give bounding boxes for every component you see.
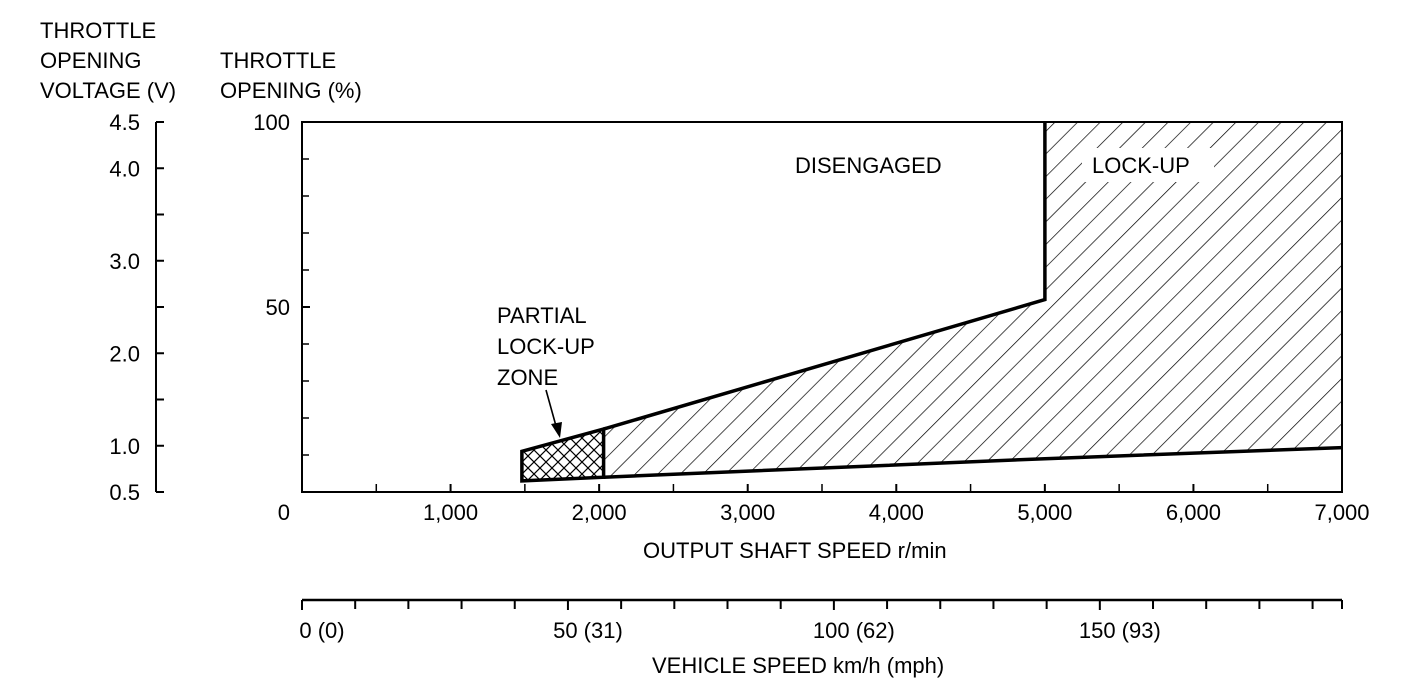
voltage-tick-label: 2.0 <box>109 341 140 366</box>
lockup-regions <box>520 122 1343 483</box>
vehicle-tick-label: 50 (31) <box>553 618 623 643</box>
partial-zone-arrowhead <box>551 422 562 438</box>
x-tick-label: 6,000 <box>1166 500 1221 525</box>
lockup-region <box>603 122 1342 478</box>
voltage-tick-label: 0.5 <box>109 480 140 505</box>
vehicle-speed-axis: 0 (0) 50 (31) 100 (62) 150 (93) <box>299 598 1343 643</box>
left-axis-title-line-3: VOLTAGE (V) <box>40 78 176 103</box>
y-tick-label: 100 <box>253 110 290 135</box>
left-axis-title-line-1: THROTTLE <box>40 18 156 43</box>
y-axis-title-line-1: THROTTLE <box>220 48 336 73</box>
lockup-label: LOCK-UP <box>1092 153 1190 178</box>
x-axis: 0 1,000 2,000 3,000 4,000 5,000 6,000 7,000 <box>278 484 1370 525</box>
partial-label-line-3: ZONE <box>497 365 558 390</box>
x-tick-label: 7,000 <box>1314 500 1369 525</box>
voltage-tick-label: 4.5 <box>109 110 140 135</box>
partial-label-line-2: LOCK-UP <box>497 334 595 359</box>
x-tick-label: 5,000 <box>1017 500 1072 525</box>
y-tick-label: 50 <box>266 295 290 320</box>
x-tick-label: 2,000 <box>572 500 627 525</box>
x-tick-label: 3,000 <box>720 500 775 525</box>
y-axis-title-line-2: OPENING (%) <box>220 78 362 103</box>
lockup-lower-boundary <box>603 445 1343 479</box>
x-tick-label: 4,000 <box>869 500 924 525</box>
partial-label-line-1: PARTIAL <box>497 303 587 328</box>
lockup-label-background <box>1082 148 1214 182</box>
vehicle-axis-label: VEHICLE SPEED km/h (mph) <box>652 653 944 678</box>
vehicle-tick-label: 0 (0) <box>299 618 344 643</box>
voltage-tick-label: 4.0 <box>109 156 140 181</box>
x-tick-label: 1,000 <box>423 500 478 525</box>
vehicle-tick-label: 100 (62) <box>813 618 895 643</box>
partial-zone-arrow <box>545 389 557 427</box>
disengaged-label: DISENGAGED <box>795 153 942 178</box>
vehicle-tick-label: 150 (93) <box>1079 618 1161 643</box>
lockup-upper-boundary <box>603 122 1047 431</box>
partial-lockup-zone <box>520 426 606 483</box>
x-axis-label: OUTPUT SHAFT SPEED r/min <box>643 538 947 563</box>
voltage-tick-label: 1.0 <box>109 434 140 459</box>
x-tick-label: 0 <box>278 500 290 525</box>
left-axis-title-line-2: OPENING <box>40 48 141 73</box>
voltage-tick-label: 3.0 <box>109 249 140 274</box>
voltage-axis: 0.5 1.0 2.0 3.0 4.0 4.5 <box>109 110 164 505</box>
